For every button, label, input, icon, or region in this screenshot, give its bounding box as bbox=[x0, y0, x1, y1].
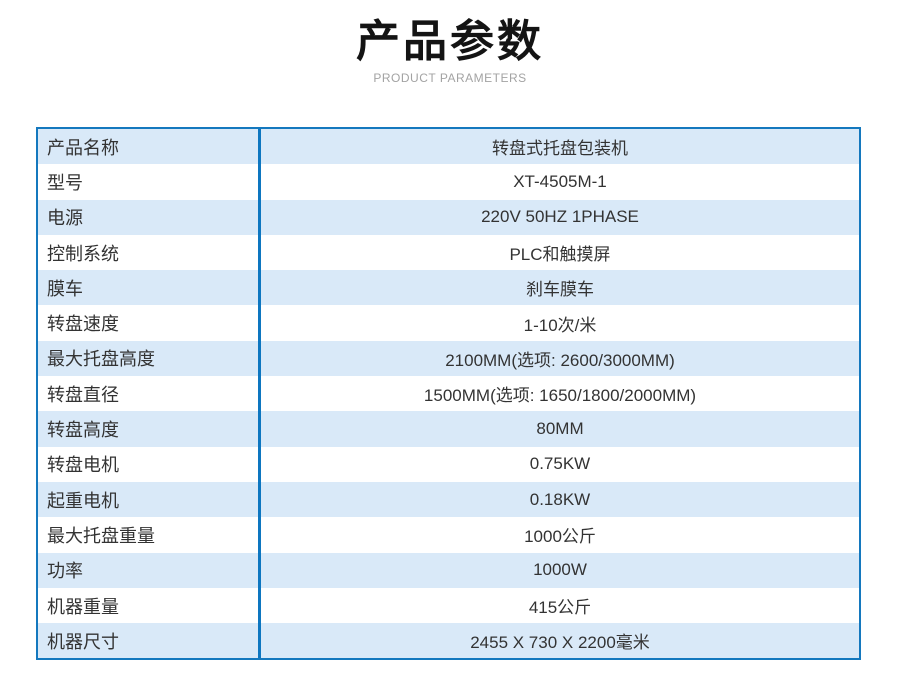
page-header: 产品参数 PRODUCT PARAMETERS bbox=[0, 0, 900, 85]
parameter-value-cell: 0.75KW bbox=[529, 454, 591, 474]
parameter-name-cell: 机器重量 bbox=[38, 587, 261, 624]
parameter-value-cell: 2455 X 730 X 2200毫米 bbox=[470, 633, 650, 653]
parameter-name-cell: 起重电机 bbox=[38, 481, 261, 518]
table-row: 产品名称 转盘式托盘包装机 bbox=[38, 129, 859, 165]
parameter-name-cell: 转盘速度 bbox=[38, 305, 261, 341]
table-row: 膜车 刹车膜车 bbox=[38, 270, 859, 306]
parameter-value-cell: 1000公斤 bbox=[524, 527, 596, 547]
table-row: 转盘电机 0.75KW bbox=[38, 446, 859, 482]
table-row: 电源 220V 50HZ 1PHASE bbox=[38, 199, 859, 235]
parameter-name-cell: 最大托盘高度 bbox=[38, 340, 261, 377]
parameter-value-cell: 80MM bbox=[536, 419, 584, 439]
parameter-value-cell: 转盘式托盘包装机 bbox=[492, 139, 628, 159]
table-row: 机器重量 415公斤 bbox=[38, 587, 859, 624]
parameter-name-cell: 膜车 bbox=[38, 270, 261, 306]
table-row: 起重电机 0.18KW bbox=[38, 481, 859, 518]
table-row: 最大托盘重量 1000公斤 bbox=[38, 517, 859, 553]
table-row: 功率 1000W bbox=[38, 552, 859, 588]
parameter-value-cell: 1500MM(选项: 1650/1800/2000MM) bbox=[423, 386, 697, 406]
parameter-value-cell: PLC和触摸屏 bbox=[509, 245, 611, 265]
parameter-value-cell: XT-4505M-1 bbox=[513, 171, 607, 191]
parameter-value-cell: 刹车膜车 bbox=[526, 280, 594, 300]
parameter-name-cell: 机器尺寸 bbox=[38, 623, 261, 659]
page-subtitle: PRODUCT PARAMETERS bbox=[373, 70, 527, 85]
parameter-name-cell: 产品名称 bbox=[38, 129, 261, 165]
table-row: 机器尺寸 2455 X 730 X 2200毫米 bbox=[38, 623, 859, 659]
parameter-name-cell: 转盘高度 bbox=[38, 411, 261, 447]
table-row: 转盘速度 1-10次/米 bbox=[38, 305, 859, 341]
parameter-name-cell: 控制系统 bbox=[38, 234, 261, 271]
parameter-value-cell: 0.18KW bbox=[529, 489, 591, 509]
parameter-name-cell: 最大托盘重量 bbox=[38, 517, 261, 553]
parameter-value-cell: 2100MM(选项: 2600/3000MM) bbox=[445, 350, 675, 370]
table-row: 最大托盘高度 2100MM(选项: 2600/3000MM) bbox=[38, 340, 859, 377]
parameter-value-cell: 1000W bbox=[533, 560, 587, 580]
parameter-value-cell: 1-10次/米 bbox=[523, 315, 597, 335]
parameter-name-cell: 转盘直径 bbox=[38, 376, 261, 412]
parameter-value-cell: 220V 50HZ 1PHASE bbox=[481, 207, 639, 227]
parameter-table: 产品名称 转盘式托盘包装机 型号 XT-4505M-1 电源 220V 50HZ… bbox=[36, 127, 861, 661]
table-row: 型号 XT-4505M-1 bbox=[38, 164, 859, 200]
parameter-value-cell: 415公斤 bbox=[528, 598, 592, 617]
parameter-name-cell: 功率 bbox=[38, 552, 261, 588]
table-row: 转盘直径 1500MM(选项: 1650/1800/2000MM) bbox=[38, 376, 859, 412]
table-row: 控制系统 PLC和触摸屏 bbox=[38, 234, 859, 271]
table-row: 转盘高度 80MM bbox=[38, 411, 859, 447]
parameter-name-cell: 型号 bbox=[38, 164, 261, 200]
parameter-name-cell: 电源 bbox=[38, 199, 261, 235]
page-title: 产品参数 bbox=[356, 17, 544, 66]
parameter-name-cell: 转盘电机 bbox=[38, 446, 261, 482]
